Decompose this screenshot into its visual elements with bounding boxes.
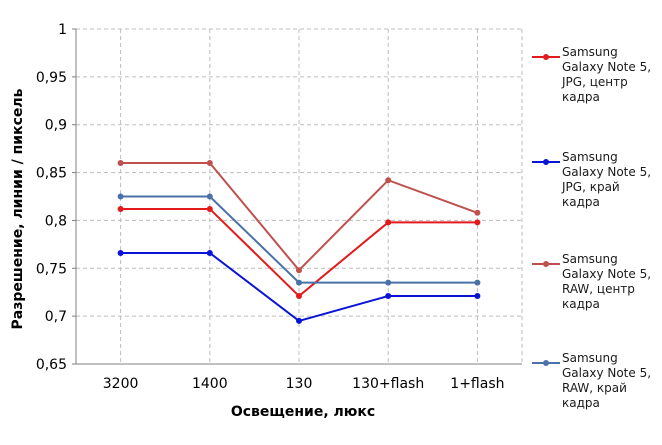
data-point	[117, 205, 124, 212]
data-point	[206, 160, 213, 166]
data-point	[296, 293, 302, 300]
y-tick-label: 0,75	[36, 261, 67, 277]
data-point	[474, 279, 481, 286]
data-point	[474, 293, 481, 300]
y-tick-label: 0,7	[45, 309, 67, 325]
data-point	[117, 160, 124, 166]
axes: 0,65 0,7 0,75 0,8 0,85 0,9 0,95 1 3200 1400 130 130…	[36, 22, 522, 392]
data-point	[474, 209, 481, 216]
data-point	[117, 249, 124, 256]
x-tick-label: 1400	[192, 376, 228, 392]
legend-swatch	[532, 360, 560, 366]
x-tick-label: 130	[286, 376, 313, 392]
y-tick-label: 0,85	[36, 166, 67, 182]
data-point	[474, 219, 481, 226]
legend-label: Samsung Galaxy Note 5, RAW, край кадра	[562, 351, 652, 410]
data-point	[385, 219, 392, 226]
legend-swatch	[532, 54, 560, 60]
legend: Samsung Galaxy Note 5, JPG, центр кадра …	[528, 0, 662, 441]
y-tick-label: 0,65	[36, 357, 67, 373]
grid	[76, 28, 523, 364]
y-tick-label: 0,8	[45, 213, 67, 229]
legend-swatch	[532, 261, 560, 267]
x-tick-label: 130+flash	[352, 376, 424, 392]
x-axis-title: Освещение, люкс	[231, 404, 375, 420]
data-point	[385, 177, 392, 184]
y-tick-label: 1	[58, 22, 67, 38]
data-point	[385, 293, 392, 300]
data-point	[296, 279, 302, 286]
legend-label: Samsung Galaxy Note 5, RAW, центр кадра	[562, 252, 652, 311]
data-point	[117, 193, 124, 200]
x-tick-label: 1+flash	[450, 376, 504, 392]
series-group	[117, 160, 481, 324]
data-point	[206, 249, 213, 256]
legend-label: Samsung Galaxy Note 5, JPG, центр кадра	[562, 45, 652, 104]
data-point	[296, 317, 302, 324]
data-point	[206, 193, 213, 200]
x-tick-label: 3200	[103, 376, 139, 392]
legend-label: Samsung Galaxy Note 5, JPG, край кадра	[562, 150, 652, 209]
data-point	[296, 267, 302, 274]
y-tick-label: 0,9	[45, 118, 67, 134]
y-axis-title: Разрешение, линии / пиксель	[10, 88, 26, 329]
y-tick-label: 0,95	[36, 70, 67, 86]
legend-swatch	[532, 159, 560, 165]
data-point	[206, 205, 213, 212]
data-point	[385, 279, 392, 286]
